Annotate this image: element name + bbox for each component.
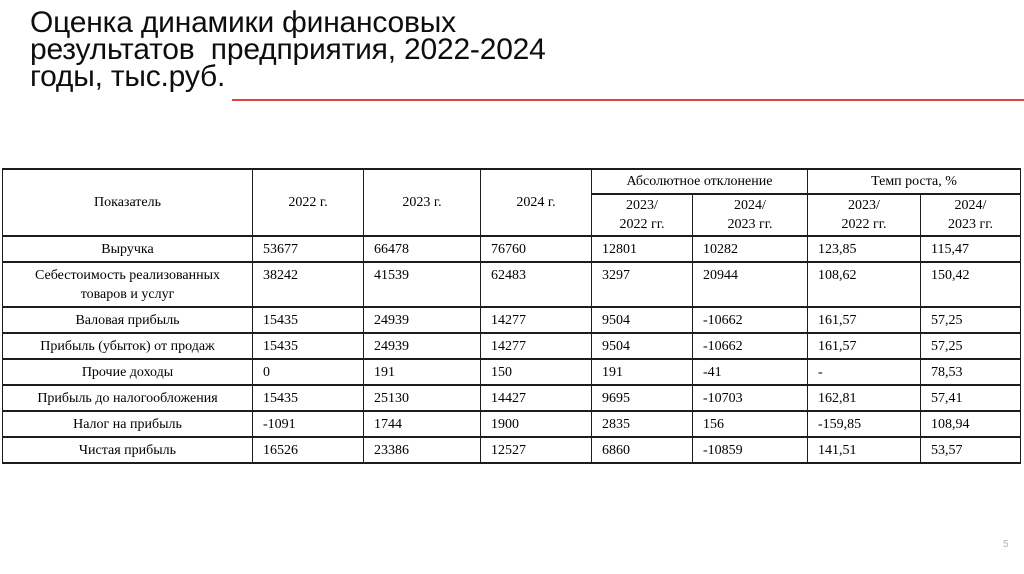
cell-value: -10662 <box>692 306 808 334</box>
cell-value: 123,85 <box>807 235 921 263</box>
table-row: Чистая прибыль 16526 23386 12527 6860 -1… <box>2 436 1021 464</box>
cell-value: 76760 <box>480 235 592 263</box>
row-label: Прибыль до налогообложения <box>2 384 253 412</box>
header-abs-deviation: Абсолютное отклонение <box>591 168 808 195</box>
slide-page-number: 5 <box>1003 539 1009 550</box>
cell-value: 57,25 <box>920 306 1021 334</box>
cell-value: 20944 <box>692 261 808 308</box>
cell-value: 15435 <box>252 332 364 360</box>
slide-title: Оценка динамики финансовых результатов п… <box>30 6 546 93</box>
cell-value: 16526 <box>252 436 364 464</box>
cell-value: 12801 <box>591 235 693 263</box>
cell-value: 161,57 <box>807 306 921 334</box>
cell-value: 156 <box>692 410 808 438</box>
cell-value: 3297 <box>591 261 693 308</box>
cell-value: 53677 <box>252 235 364 263</box>
cell-value: 57,25 <box>920 332 1021 360</box>
header-growth-2024-2023: 2024/ 2023 гг. <box>920 193 1021 237</box>
table-row: Налог на прибыль -1091 1744 1900 2835 15… <box>2 410 1021 438</box>
cell-value: 38242 <box>252 261 364 308</box>
table-body: Выручка 53677 66478 76760 12801 10282 12… <box>2 235 1021 464</box>
row-label: Чистая прибыль <box>2 436 253 464</box>
cell-value: 14277 <box>480 306 592 334</box>
cell-value: 141,51 <box>807 436 921 464</box>
header-row-2: 2023/ 2022 гг. 2024/ 2023 гг. 2023/ 2022… <box>3 193 1021 237</box>
cell-value: 78,53 <box>920 358 1021 386</box>
cell-value: 25130 <box>363 384 481 412</box>
cell-value: 2835 <box>591 410 693 438</box>
cell-value: 162,81 <box>807 384 921 412</box>
title-divider-line <box>232 99 1024 101</box>
financial-results-table: Показатель 2022 г. 2023 г. 2024 г. Абсол… <box>2 168 1021 464</box>
table-row: Прибыль до налогообложения 15435 25130 1… <box>2 384 1021 412</box>
cell-value: 66478 <box>363 235 481 263</box>
cell-value: - <box>807 358 921 386</box>
cell-value: 191 <box>363 358 481 386</box>
cell-value: 1900 <box>480 410 592 438</box>
cell-value: 9695 <box>591 384 693 412</box>
header-year-2024: 2024 г. <box>480 168 592 237</box>
cell-value: -41 <box>692 358 808 386</box>
cell-value: -159,85 <box>807 410 921 438</box>
cell-value: -10859 <box>692 436 808 464</box>
cell-value: 14277 <box>480 332 592 360</box>
cell-value: 191 <box>591 358 693 386</box>
cell-value: 57,41 <box>920 384 1021 412</box>
header-growth-rate: Темп роста, % <box>807 168 1021 195</box>
row-label: Налог на прибыль <box>2 410 253 438</box>
row-label: Выручка <box>2 235 253 263</box>
cell-value: 15435 <box>252 306 364 334</box>
cell-value: 6860 <box>591 436 693 464</box>
cell-value: 150 <box>480 358 592 386</box>
cell-value: 23386 <box>363 436 481 464</box>
cell-value: 115,47 <box>920 235 1021 263</box>
table-header: Показатель 2022 г. 2023 г. 2024 г. Абсол… <box>2 168 1021 237</box>
cell-value: 108,62 <box>807 261 921 308</box>
cell-value: 24939 <box>363 306 481 334</box>
cell-value: 1744 <box>363 410 481 438</box>
row-label: Валовая прибыль <box>2 306 253 334</box>
table-row: Валовая прибыль 15435 24939 14277 9504 -… <box>2 306 1021 334</box>
cell-value: 108,94 <box>920 410 1021 438</box>
cell-value: 10282 <box>692 235 808 263</box>
cell-value: 41539 <box>363 261 481 308</box>
cell-value: -10703 <box>692 384 808 412</box>
cell-value: 0 <box>252 358 364 386</box>
cell-value: 62483 <box>480 261 592 308</box>
header-abs-2023-2022: 2023/ 2022 гг. <box>591 193 693 237</box>
cell-value: 12527 <box>480 436 592 464</box>
cell-value: 161,57 <box>807 332 921 360</box>
header-indicator: Показатель <box>2 168 253 237</box>
header-abs-2024-2023: 2024/ 2023 гг. <box>692 193 808 237</box>
cell-value: -10662 <box>692 332 808 360</box>
cell-value: 24939 <box>363 332 481 360</box>
cell-value: 53,57 <box>920 436 1021 464</box>
table-row: Себестоимость реализованных товаров и ус… <box>2 261 1021 308</box>
cell-value: 150,42 <box>920 261 1021 308</box>
header-year-2023: 2023 г. <box>363 168 481 237</box>
cell-value: 9504 <box>591 306 693 334</box>
table-row: Прочие доходы 0 191 150 191 -41 - 78,53 <box>2 358 1021 386</box>
row-label: Себестоимость реализованных товаров и ус… <box>2 261 253 308</box>
header-growth-2023-2022: 2023/ 2022 гг. <box>807 193 921 237</box>
cell-value: -1091 <box>252 410 364 438</box>
table-row: Выручка 53677 66478 76760 12801 10282 12… <box>2 235 1021 263</box>
cell-value: 15435 <box>252 384 364 412</box>
table-row: Прибыль (убыток) от продаж 15435 24939 1… <box>2 332 1021 360</box>
row-label: Прибыль (убыток) от продаж <box>2 332 253 360</box>
cell-value: 14427 <box>480 384 592 412</box>
header-year-2022: 2022 г. <box>252 168 364 237</box>
header-row-1: Показатель 2022 г. 2023 г. 2024 г. Абсол… <box>2 168 1021 237</box>
row-label: Прочие доходы <box>2 358 253 386</box>
cell-value: 9504 <box>591 332 693 360</box>
